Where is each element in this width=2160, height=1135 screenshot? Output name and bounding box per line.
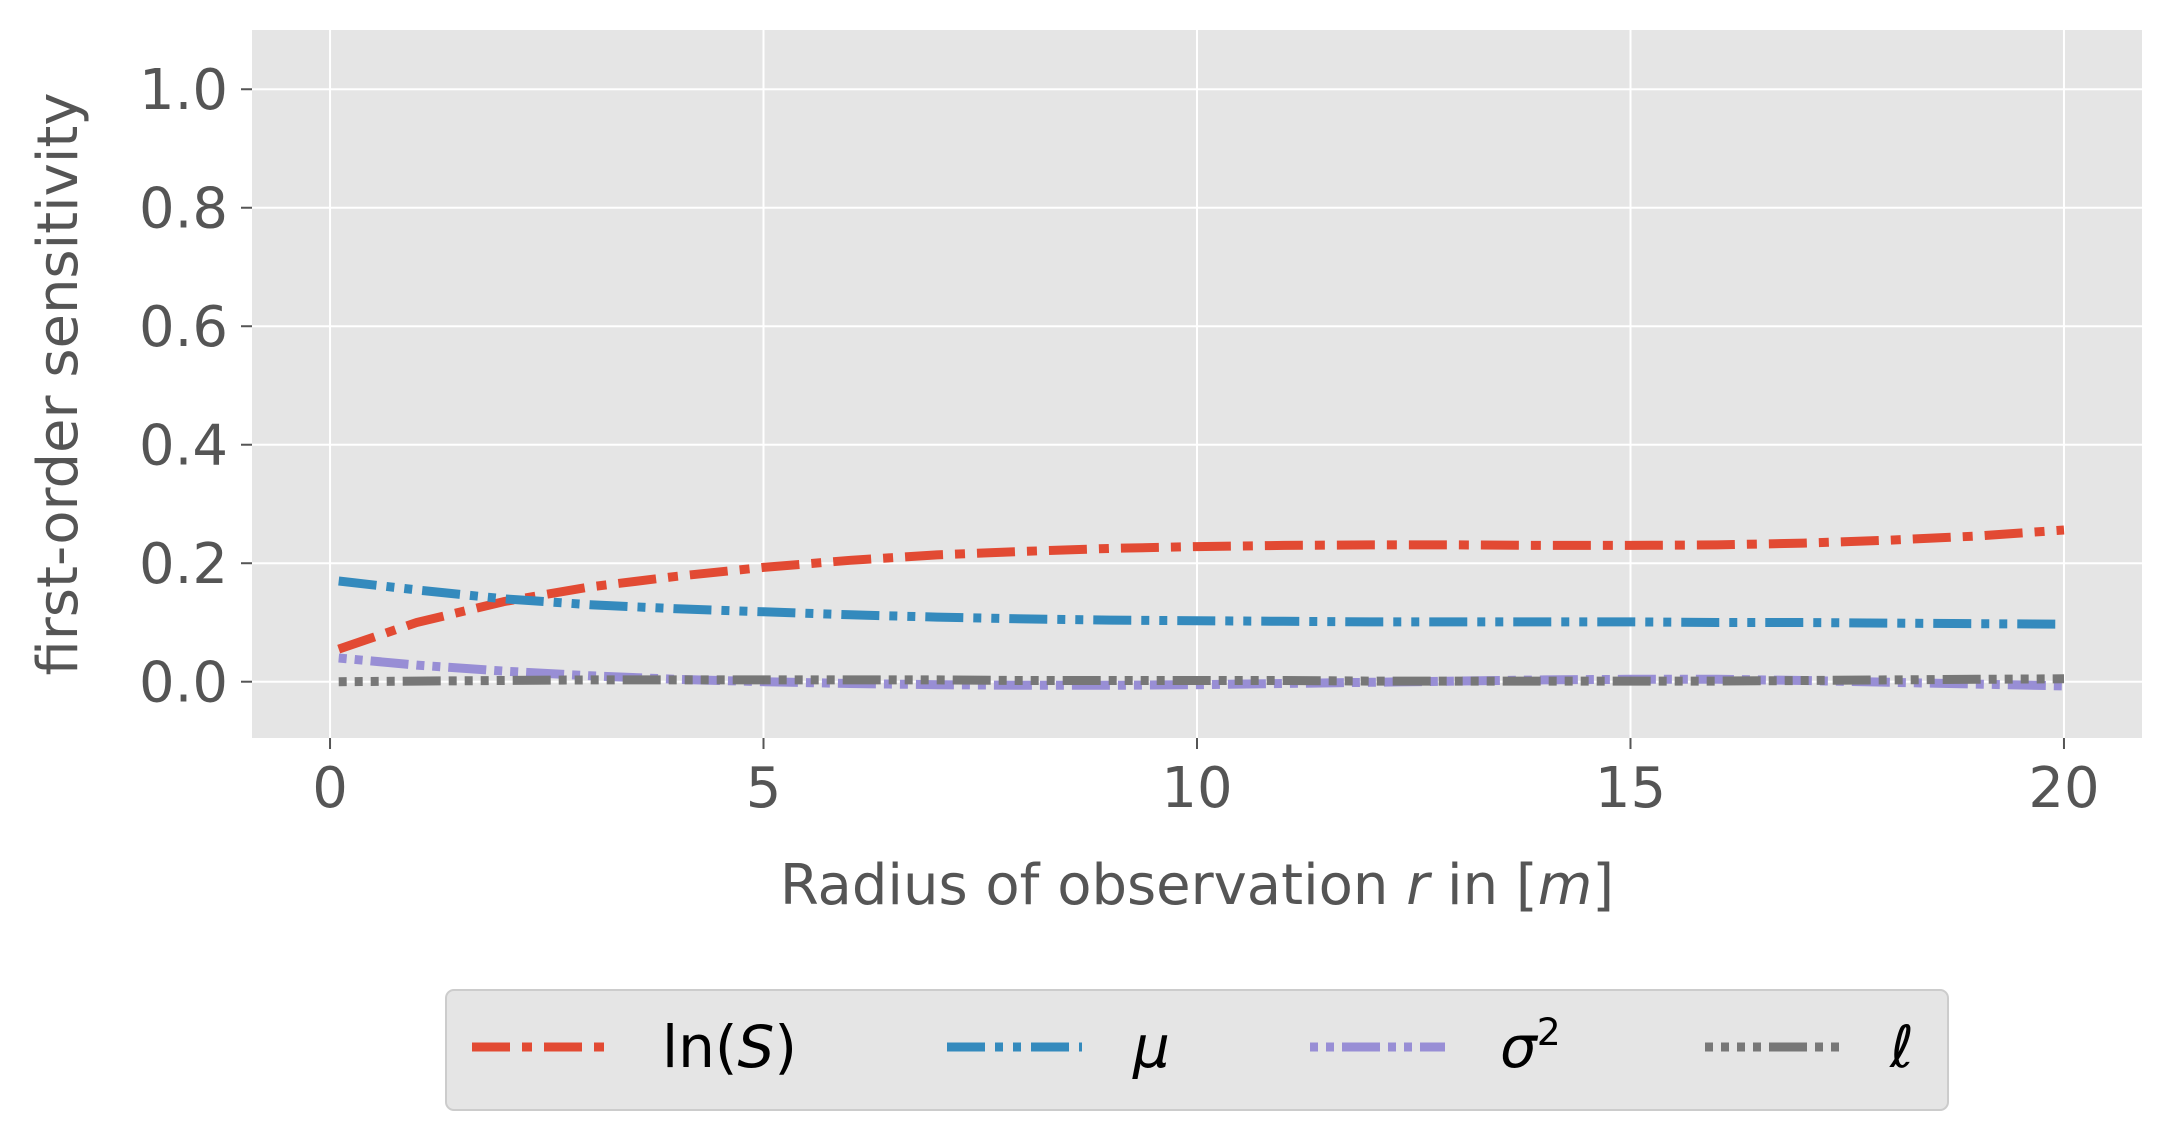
x-tick-label: 15 bbox=[1595, 756, 1666, 821]
y-tick-label: 0.8 bbox=[139, 177, 228, 242]
x-tick-label: 20 bbox=[2028, 756, 2099, 821]
legend-label: σ2 bbox=[1500, 1010, 1561, 1081]
y-tick-label: 0.6 bbox=[139, 295, 228, 360]
series-line-dash-dot-dot bbox=[338, 576, 2065, 629]
y-tick-label: 0.4 bbox=[139, 414, 228, 479]
series-lines bbox=[337, 525, 2065, 691]
grid-lines bbox=[252, 30, 2142, 738]
y-axis-label: first-order sensitivity bbox=[26, 93, 91, 676]
legend: ln(S) μ σ2 ℓ bbox=[445, 989, 1949, 1111]
x-axis-label: Radius of observation r in [m] bbox=[780, 853, 1614, 918]
series-line-dotted-dash bbox=[338, 674, 2065, 687]
legend-label: ln(S) bbox=[662, 1013, 797, 1081]
legend-frame bbox=[445, 989, 1949, 1111]
x-tick-label: 5 bbox=[746, 756, 782, 821]
legend-label: μ bbox=[1132, 1013, 1170, 1081]
x-tick-label: 10 bbox=[1161, 756, 1232, 821]
legend-label: ℓ bbox=[1889, 1013, 1914, 1081]
x-tick-label: 0 bbox=[312, 756, 348, 821]
axis-ticks: 0 5 10 15 20 0.0 0.2 0.4 0.6 0.8 1.0 bbox=[139, 58, 2100, 821]
y-tick-label: 0.2 bbox=[139, 532, 228, 597]
y-tick-label: 0.0 bbox=[139, 651, 228, 716]
series-line-dash-dot bbox=[337, 525, 2065, 654]
y-tick-label: 1.0 bbox=[139, 58, 228, 123]
